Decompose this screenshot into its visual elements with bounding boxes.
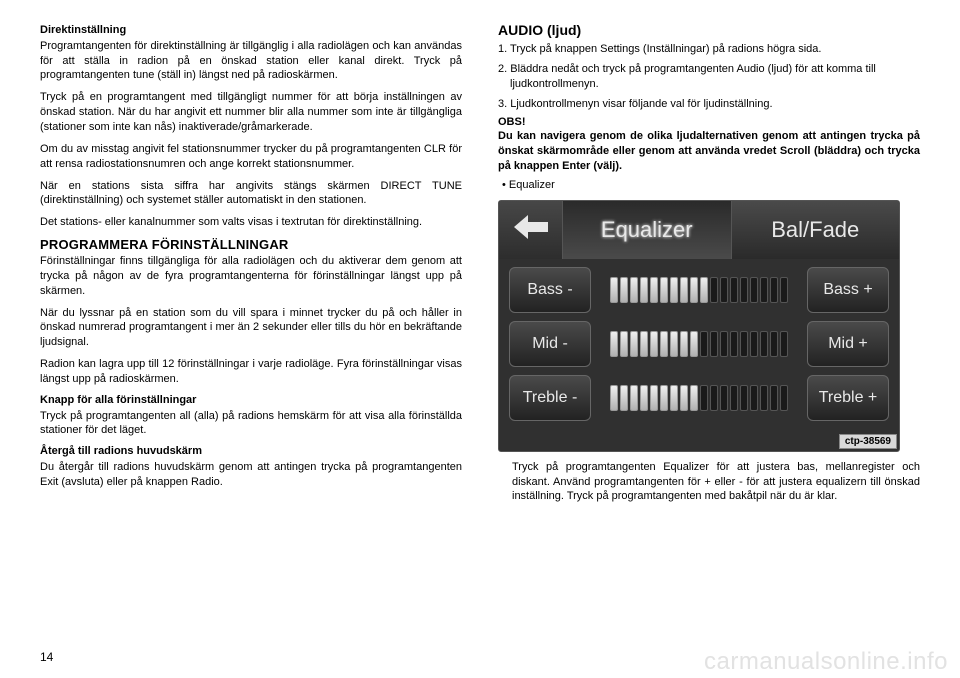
eq-segment — [660, 385, 668, 411]
eq-row: Bass - Bass + — [509, 267, 889, 313]
eq-segment — [630, 385, 638, 411]
eq-segment — [740, 277, 748, 303]
eq-plus-button[interactable]: Mid + — [807, 321, 889, 367]
back-arrow-icon — [514, 215, 548, 244]
eq-segment — [750, 331, 758, 357]
eq-segment — [670, 277, 678, 303]
tab-balfade[interactable]: Bal/Fade — [732, 201, 900, 259]
watermark: carmanualsonline.info — [704, 648, 948, 676]
list-item: 2. Bläddra nedåt och tryck på programtan… — [498, 62, 920, 92]
eq-segment — [720, 277, 728, 303]
eq-segment — [740, 385, 748, 411]
eq-segment — [610, 385, 618, 411]
figure-caption: Tryck på programtangenten Equalizer för … — [498, 460, 920, 505]
note-body: Du kan navigera genom de olika ljudalter… — [498, 129, 920, 174]
eq-minus-button[interactable]: Treble - — [509, 375, 591, 421]
eq-segment — [770, 277, 778, 303]
list-item: 3. Ljudkontrollmenyn visar följande val … — [498, 97, 920, 112]
heading-knapp-alla: Knapp för alla förinställningar — [40, 394, 462, 408]
eq-meter — [599, 383, 799, 413]
eq-segment — [710, 277, 718, 303]
eq-segment — [710, 385, 718, 411]
paragraph: Det stations- eller kanalnummer som valt… — [40, 215, 462, 230]
eq-segment — [630, 277, 638, 303]
eq-segment — [670, 331, 678, 357]
eq-segment — [720, 331, 728, 357]
eq-segment — [700, 331, 708, 357]
list-item: 1. Tryck på knappen Settings (Inställnin… — [498, 42, 920, 57]
eq-segment — [760, 277, 768, 303]
eq-segment — [770, 385, 778, 411]
heading-programmera: PROGRAMMERA FÖRINSTÄLLNINGAR — [40, 237, 462, 252]
heading-aterga: Återgå till radions huvudskärm — [40, 445, 462, 459]
eq-segment — [640, 331, 648, 357]
eq-segment — [670, 385, 678, 411]
eq-segment — [650, 331, 658, 357]
eq-segment — [780, 331, 788, 357]
eq-segment — [640, 385, 648, 411]
paragraph: När du lyssnar på en station som du vill… — [40, 306, 462, 351]
page-number: 14 — [40, 650, 53, 664]
eq-segment — [660, 277, 668, 303]
heading-direktinstallning: Direktinställning — [40, 24, 462, 38]
eq-segment — [730, 331, 738, 357]
eq-segment — [720, 385, 728, 411]
paragraph: Om du av misstag angivit fel stationsnum… — [40, 142, 462, 172]
eq-segment — [690, 385, 698, 411]
eq-segment — [690, 331, 698, 357]
eq-segment — [640, 277, 648, 303]
eq-plus-button[interactable]: Bass + — [807, 267, 889, 313]
eq-segment — [620, 331, 628, 357]
eq-segment — [780, 385, 788, 411]
eq-segment — [750, 277, 758, 303]
paragraph: Du återgår till radions huvudskärm genom… — [40, 460, 462, 490]
eq-meter — [599, 275, 799, 305]
paragraph: Tryck på programtangenten all (alla) på … — [40, 409, 462, 439]
eq-segment — [760, 331, 768, 357]
note-heading: OBS! — [498, 116, 920, 128]
eq-minus-button[interactable]: Bass - — [509, 267, 591, 313]
eq-segment — [650, 385, 658, 411]
eq-plus-button[interactable]: Treble + — [807, 375, 889, 421]
eq-segment — [740, 331, 748, 357]
eq-segment — [730, 277, 738, 303]
eq-segment — [710, 331, 718, 357]
paragraph: Radion kan lagra upp till 12 förinställn… — [40, 357, 462, 387]
eq-segment — [680, 331, 688, 357]
eq-segment — [620, 277, 628, 303]
equalizer-screenshot: Equalizer Bal/Fade Bass -Bass +Mid -Mid … — [498, 200, 900, 452]
eq-meter — [599, 329, 799, 359]
eq-segment — [680, 385, 688, 411]
eq-segment — [690, 277, 698, 303]
paragraph: När en stations sista siffra har angivit… — [40, 179, 462, 209]
figure-id-label: ctp-38569 — [839, 434, 897, 449]
eq-segment — [780, 277, 788, 303]
eq-segment — [660, 331, 668, 357]
eq-segment — [620, 385, 628, 411]
bullet-equalizer: Equalizer — [498, 178, 920, 193]
tab-equalizer[interactable]: Equalizer — [563, 201, 732, 259]
eq-segment — [610, 277, 618, 303]
eq-segment — [760, 385, 768, 411]
paragraph: Tryck på en programtangent med tillgängl… — [40, 90, 462, 135]
eq-segment — [700, 277, 708, 303]
eq-segment — [610, 331, 618, 357]
eq-segment — [680, 277, 688, 303]
eq-segment — [630, 331, 638, 357]
eq-segment — [650, 277, 658, 303]
eq-row: Treble - Treble + — [509, 375, 889, 421]
back-button[interactable] — [499, 201, 563, 259]
eq-segment — [750, 385, 758, 411]
eq-segment — [700, 385, 708, 411]
eq-segment — [770, 331, 778, 357]
eq-row: Mid - Mid + — [509, 321, 889, 367]
eq-minus-button[interactable]: Mid - — [509, 321, 591, 367]
paragraph: Programtangenten för direktinställning ä… — [40, 39, 462, 84]
paragraph: Förinställningar finns tillgängliga för … — [40, 254, 462, 299]
eq-segment — [730, 385, 738, 411]
heading-audio: AUDIO (ljud) — [498, 22, 920, 38]
